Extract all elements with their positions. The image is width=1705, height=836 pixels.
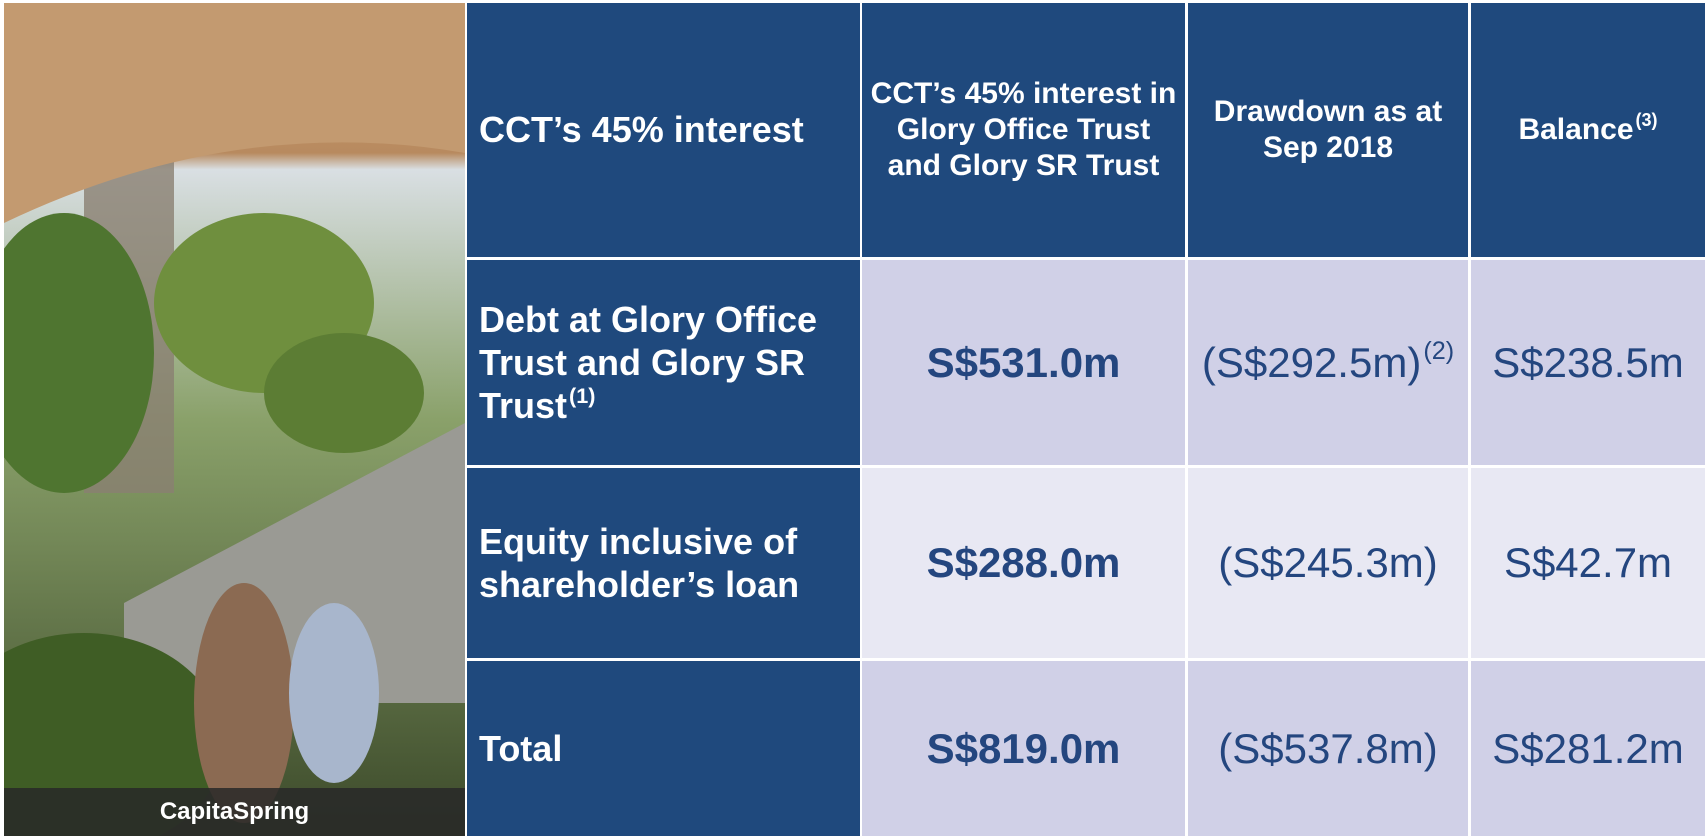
text: S$281.2m bbox=[1492, 725, 1683, 772]
photo: CapitaSpring bbox=[4, 3, 465, 836]
value-cell: S$288.0m bbox=[862, 468, 1185, 658]
cell-text: S$42.7m bbox=[1504, 539, 1672, 587]
cell-text: CCT’s 45% interest bbox=[479, 108, 804, 151]
cell-text: CCT’s 45% interest in Glory Office Trust… bbox=[868, 76, 1179, 184]
row-label: Debt at Glory Office Trust and Glory SR … bbox=[467, 260, 860, 465]
cell-text: Total bbox=[479, 727, 562, 770]
photo-caption: CapitaSpring bbox=[4, 788, 465, 836]
value-cell: (S$292.5m)(2) bbox=[1188, 260, 1468, 465]
header-cell: Balance(3) bbox=[1471, 3, 1705, 257]
header-cell: CCT’s 45% interest in Glory Office Trust… bbox=[862, 3, 1185, 257]
photo-illustration bbox=[4, 3, 465, 836]
row-label: Total bbox=[467, 661, 860, 836]
text: (S$537.8m) bbox=[1218, 725, 1437, 772]
text: S$42.7m bbox=[1504, 539, 1672, 586]
cell-text: Balance(3) bbox=[1518, 112, 1657, 148]
cell-text: S$531.0m bbox=[927, 339, 1121, 387]
row-label: Equity inclusive of shareholder’s loan bbox=[467, 468, 860, 658]
value-cell: S$819.0m bbox=[862, 661, 1185, 836]
text: Debt at Glory Office Trust and Glory SR … bbox=[479, 299, 817, 426]
cell-text: (S$537.8m) bbox=[1218, 725, 1437, 773]
value-cell: (S$537.8m) bbox=[1188, 661, 1468, 836]
cell-text: S$288.0m bbox=[927, 539, 1121, 587]
text: Balance bbox=[1518, 113, 1633, 146]
text: Equity inclusive of shareholder’s loan bbox=[479, 521, 799, 605]
text: S$288.0m bbox=[927, 539, 1121, 586]
text: Drawdown as at Sep 2018 bbox=[1214, 95, 1442, 164]
value-cell: S$42.7m bbox=[1471, 468, 1705, 658]
text: (S$245.3m) bbox=[1218, 539, 1437, 586]
footnote-ref: (2) bbox=[1423, 337, 1454, 365]
value-cell: S$531.0m bbox=[862, 260, 1185, 465]
cell-text: S$819.0m bbox=[927, 725, 1121, 773]
header-cell: CCT’s 45% interest bbox=[467, 3, 860, 257]
header-cell: Drawdown as at Sep 2018 bbox=[1188, 3, 1468, 257]
text: Total bbox=[479, 728, 562, 769]
value-cell: S$238.5m bbox=[1471, 260, 1705, 465]
footnote-ref: (1) bbox=[569, 383, 595, 408]
cell-text: S$281.2m bbox=[1492, 725, 1683, 773]
page: CapitaSpring CCT’s 45% interest CCT’s 45%… bbox=[0, 0, 1705, 836]
value-cell: S$281.2m bbox=[1471, 661, 1705, 836]
cell-text: Drawdown as at Sep 2018 bbox=[1194, 94, 1462, 166]
text: CCT’s 45% interest in Glory Office Trust… bbox=[871, 77, 1177, 182]
footnote-ref: (3) bbox=[1636, 110, 1658, 130]
cell-text: Equity inclusive of shareholder’s loan bbox=[479, 520, 850, 606]
cell-text: S$238.5m bbox=[1492, 339, 1683, 387]
text: S$819.0m bbox=[927, 725, 1121, 772]
text: (S$292.5m) bbox=[1202, 339, 1421, 386]
cell-text: Debt at Glory Office Trust and Glory SR … bbox=[479, 298, 850, 428]
text: CCT’s 45% interest bbox=[479, 109, 804, 150]
text: S$238.5m bbox=[1492, 339, 1683, 386]
cell-text: (S$292.5m)(2) bbox=[1202, 339, 1454, 387]
text: S$531.0m bbox=[927, 339, 1121, 386]
cell-text: (S$245.3m) bbox=[1218, 539, 1437, 587]
value-cell: (S$245.3m) bbox=[1188, 468, 1468, 658]
